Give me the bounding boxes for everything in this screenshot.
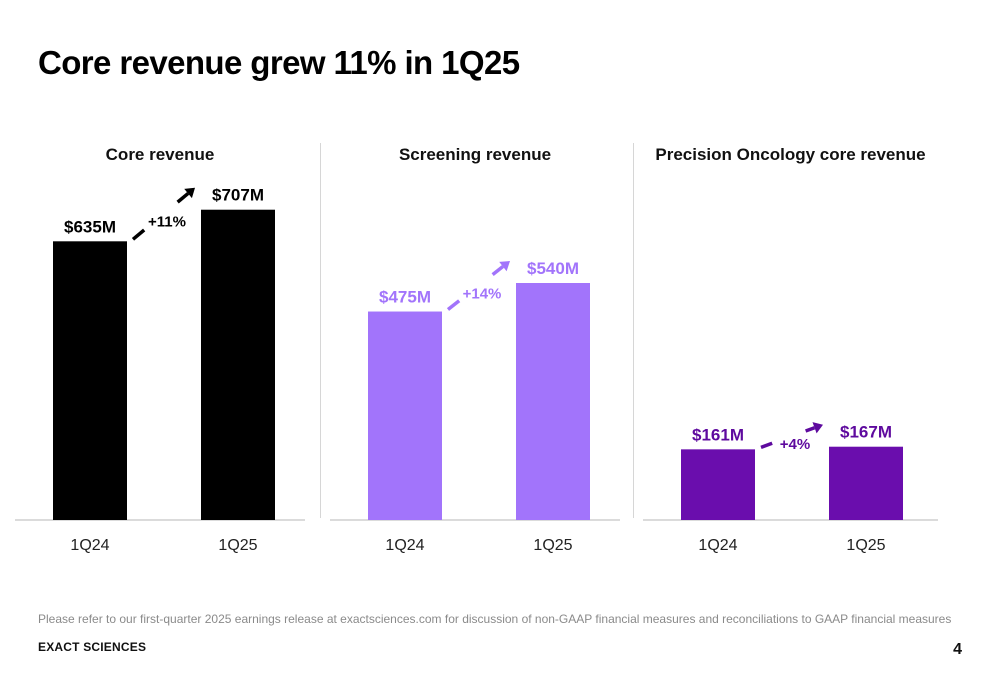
chart-divider: [320, 143, 321, 518]
growth-arrow: [760, 422, 823, 449]
bar-1q24: [368, 311, 442, 520]
growth-arrow: [131, 187, 195, 241]
change-label: +4%: [780, 436, 810, 453]
chart-divider: [633, 143, 634, 518]
bar-value-label: $635M: [64, 217, 116, 236]
chart-title: Precision Oncology core revenue: [655, 145, 926, 164]
arrow-shaft: [131, 228, 146, 241]
core-revenue-chart: Core revenue $635M 1Q24 $707M 1Q25 +11%: [15, 140, 305, 565]
bar-1q25: [829, 446, 903, 520]
precision-oncology-chart: Precision Oncology core revenue $161M 1Q2…: [643, 140, 938, 565]
x-tick-label: 1Q25: [218, 537, 257, 554]
arrow-shaft: [491, 265, 504, 276]
page-number: 4: [953, 641, 962, 658]
bar-1q24: [53, 241, 127, 521]
chart-title: Screening revenue: [398, 145, 552, 164]
bar-value-label: $161M: [692, 425, 744, 444]
x-tick-label: 1Q25: [846, 537, 885, 554]
screening-revenue-chart: Screening revenue $475M 1Q24 $540M 1Q25 +14%: [330, 140, 620, 565]
change-label: +11%: [148, 214, 186, 231]
screening-revenue-plot: $475M 1Q24 $540M 1Q25 +14%: [330, 259, 620, 554]
arrow-shaft: [805, 426, 816, 433]
arrow-head: [812, 422, 823, 434]
chart-title: Core revenue: [105, 145, 215, 164]
growth-arrow: [446, 261, 510, 311]
arrow-head: [184, 187, 195, 199]
bar-value-label: $540M: [527, 259, 579, 278]
bar-value-label: $475M: [379, 288, 431, 307]
precision-oncology-plot: $161M 1Q24 $167M 1Q25 +4%: [643, 422, 938, 554]
change-label: +14%: [463, 285, 502, 302]
x-tick-label: 1Q24: [698, 537, 737, 554]
x-tick-label: 1Q24: [385, 537, 424, 554]
x-tick-label: 1Q25: [533, 537, 572, 554]
arrow-shaft: [176, 192, 190, 204]
arrow-shaft: [446, 299, 461, 311]
page-title: Core revenue grew 11% in 1Q25: [38, 44, 520, 81]
arrow-head: [499, 261, 510, 272]
core-revenue-plot: $635M 1Q24 $707M 1Q25 +11%: [15, 186, 305, 554]
bar-value-label: $707M: [212, 186, 264, 205]
bar-value-label: $167M: [840, 423, 892, 442]
footnote: Please refer to our first-quarter 2025 e…: [38, 612, 952, 626]
bar-1q25: [516, 283, 590, 520]
arrow-shaft: [760, 441, 773, 449]
bar-1q25: [201, 209, 275, 520]
brand-logo-text: EXACT SCIENCES: [38, 640, 147, 654]
x-tick-label: 1Q24: [70, 537, 109, 554]
bar-1q24: [681, 449, 755, 520]
